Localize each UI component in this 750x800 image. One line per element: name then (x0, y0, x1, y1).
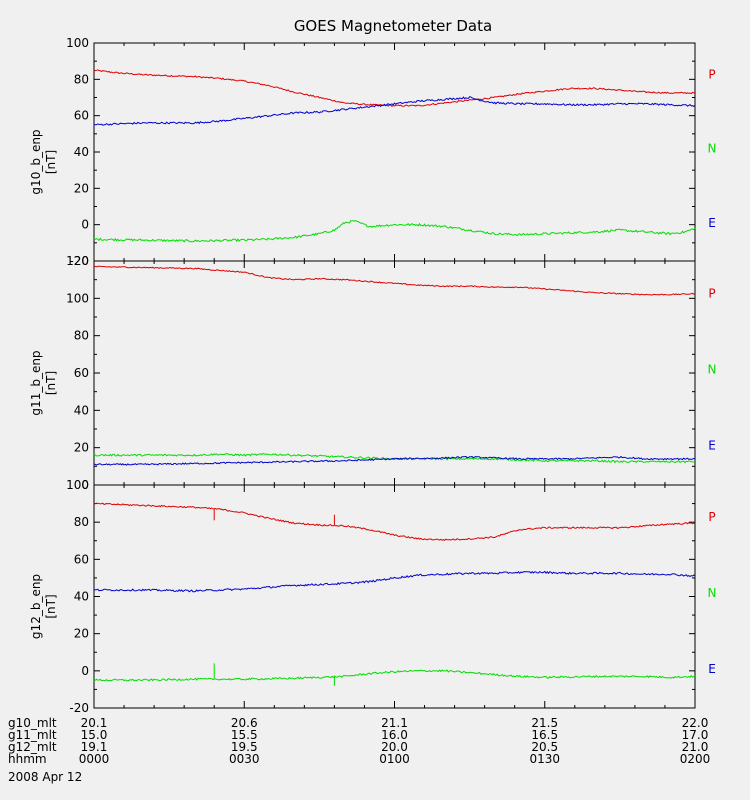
date-label: 2008 Apr 12 (8, 770, 82, 784)
y-axis-unit: [nT] (44, 150, 58, 174)
series-line-P (93, 265, 696, 296)
x-row-value: 0200 (680, 752, 711, 766)
x-row-value: 22.0 (682, 716, 709, 730)
x-axis-footer: g10_mlt 20.1 20.6 21.1 21.5 22.0 g11_mlt 15.0 15… (8, 716, 710, 766)
x-row-value: 15.0 (81, 728, 108, 742)
x-row-value: 21.5 (531, 716, 558, 730)
y-tick-label: 20 (74, 627, 89, 641)
legend-N: N (708, 142, 717, 156)
y-tick-label: 40 (74, 403, 89, 417)
x-row-value: 0100 (379, 752, 410, 766)
x-row-value: 15.5 (231, 728, 258, 742)
series-line-E (93, 570, 696, 593)
x-row-value: 16.5 (531, 728, 558, 742)
y-axis-label: g12_b_enp (29, 574, 43, 639)
x-row-value: 20.1 (81, 716, 108, 730)
y-tick-label: 60 (74, 109, 89, 123)
x-row-label: g12_mlt (8, 740, 57, 754)
y-axis-label: g10_b_enp (29, 129, 43, 194)
x-row-value: 0130 (529, 752, 560, 766)
series-line-P (93, 69, 696, 107)
y-tick-label: 100 (66, 478, 89, 492)
x-row-value: 19.5 (231, 740, 258, 754)
chart-title: GOES Magnetometer Data (294, 17, 492, 35)
y-axis-unit: [nT] (44, 594, 58, 618)
panel-2: 0 20 40 60 80 100 120 g11_b_enp [nT] P N E (29, 254, 716, 492)
legend-P: P (708, 68, 715, 82)
y-axis-label: g11_b_enp (29, 350, 43, 415)
y-tick-label: -20 (69, 254, 89, 268)
y-tick-label: 0 (81, 664, 89, 678)
y-axis-unit: [nT] (44, 371, 58, 395)
y-tick-label: 120 (66, 254, 89, 268)
x-row-value: 0030 (229, 752, 260, 766)
y-tick-label: 80 (74, 515, 89, 529)
x-row-value: 0000 (79, 752, 110, 766)
y-tick-label: -20 (69, 701, 89, 715)
y-tick-label: 60 (74, 552, 89, 566)
y-tick-label: 0 (81, 478, 89, 492)
x-row-label: g10_mlt (8, 716, 57, 730)
legend-P: P (708, 510, 715, 524)
series-line-N (93, 452, 695, 464)
y-tick-label: 60 (74, 366, 89, 380)
y-tick-label: 0 (81, 218, 89, 232)
y-tick-label: 80 (74, 329, 89, 343)
y-tick-label: 40 (74, 145, 89, 159)
panel-1: -20 0 20 40 60 80 100 g10_b_enp [nT] P N E (29, 36, 716, 268)
x-row-value: 19.1 (81, 740, 108, 754)
x-row-value: 16.0 (381, 728, 408, 742)
legend-N: N (708, 363, 717, 377)
y-tick-label: 40 (74, 590, 89, 604)
panel-frame (93, 484, 696, 709)
panel-3: -20 0 20 40 60 80 100 g12_b_enp [nT] P N E (29, 478, 716, 715)
series-line-E (93, 96, 696, 126)
x-row-value: 21.1 (381, 716, 408, 730)
legend-E: E (708, 439, 716, 453)
legend-E: E (708, 662, 716, 676)
y-tick-label: 100 (66, 291, 89, 305)
y-tick-label: 100 (66, 36, 89, 50)
panel-frame (93, 260, 696, 486)
series-line-N (93, 669, 696, 682)
y-tick-label: 80 (74, 72, 89, 86)
x-row-value: 20.0 (381, 740, 408, 754)
x-row-value: 20.5 (531, 740, 558, 754)
y-tick-label: 20 (74, 441, 89, 455)
legend-P: P (708, 286, 715, 300)
series-line-N (93, 220, 696, 243)
y-tick-label: 20 (74, 181, 89, 195)
series-line-P (93, 502, 696, 542)
x-row-label: g11_mlt (8, 728, 57, 742)
x-row-value: 20.6 (231, 716, 258, 730)
x-row-value: 21.0 (682, 740, 709, 754)
legend-N: N (708, 586, 717, 600)
x-row-value: 17.0 (682, 728, 709, 742)
x-row-label: hhmm (8, 752, 47, 766)
series-line-E (93, 455, 696, 466)
legend-E: E (708, 216, 716, 230)
